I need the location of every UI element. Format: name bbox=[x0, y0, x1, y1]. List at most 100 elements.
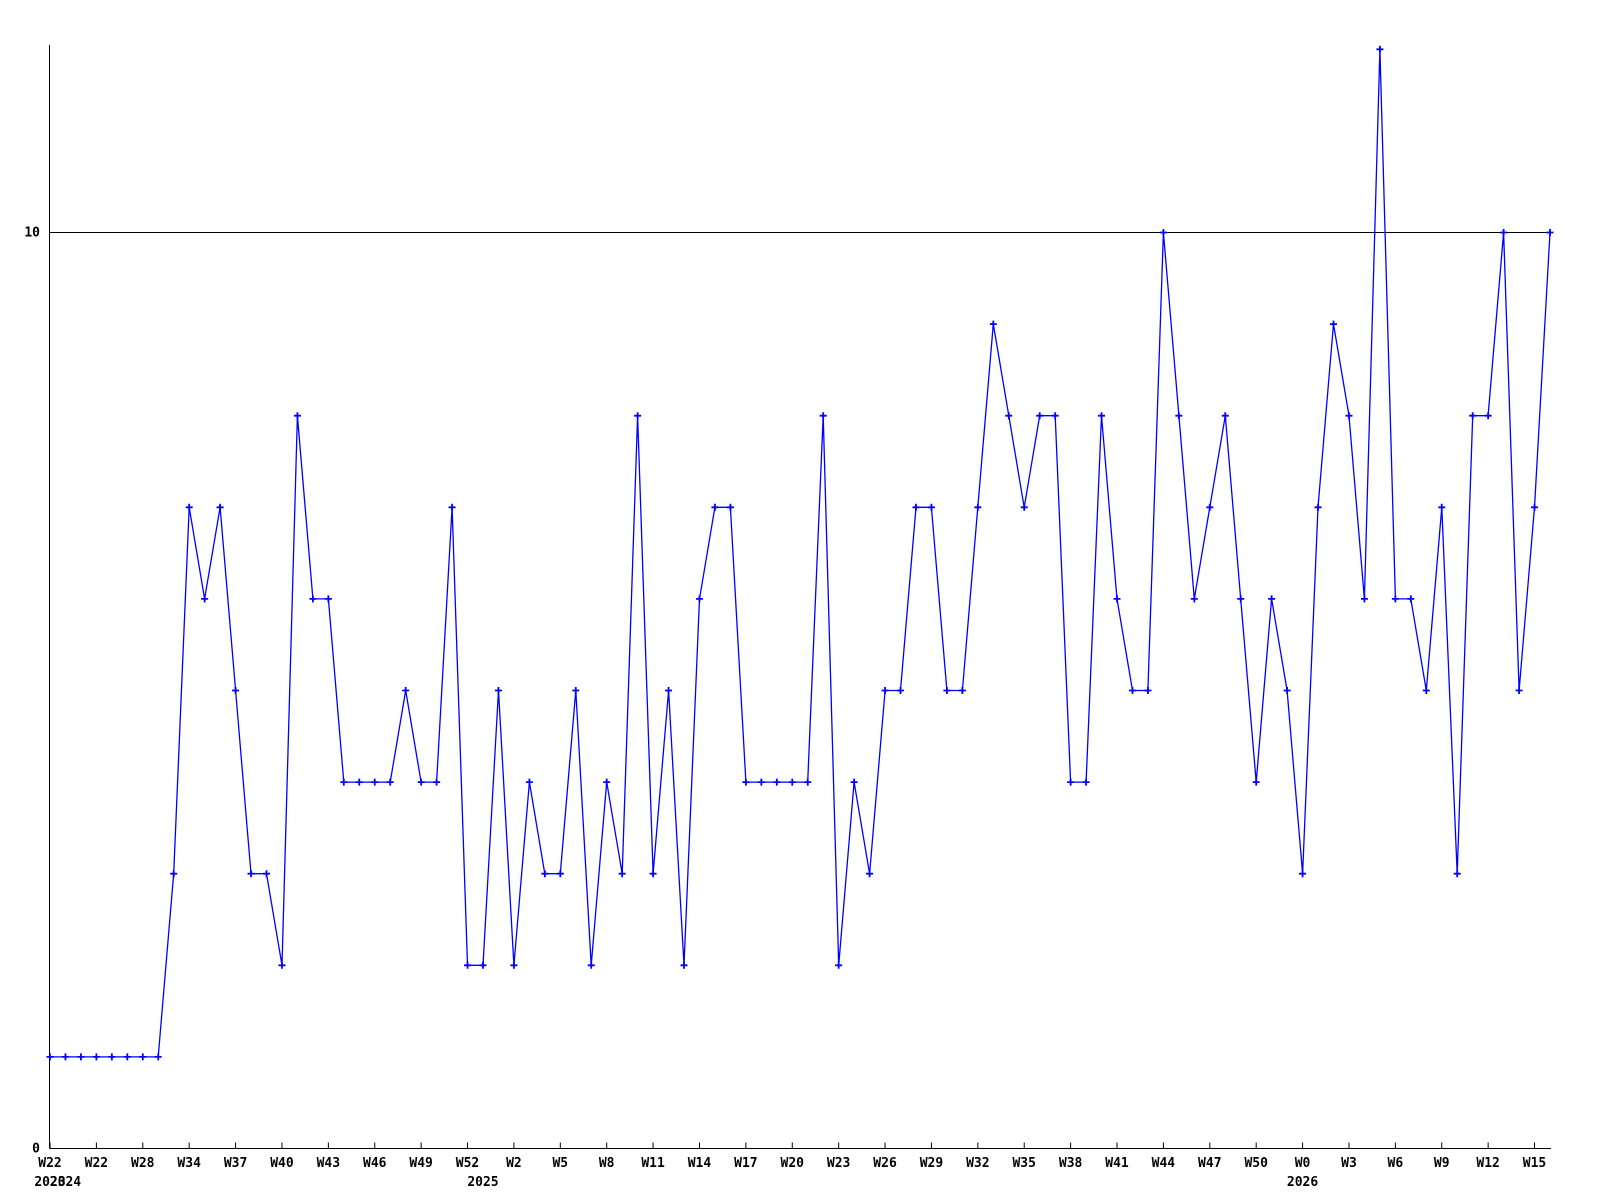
y-tick-label: 0 bbox=[32, 1142, 40, 1157]
plus-icon bbox=[1175, 412, 1183, 420]
x-tick-label: W17 bbox=[734, 1156, 757, 1171]
plus-icon bbox=[1407, 595, 1415, 603]
x-tick-label: W29 bbox=[920, 1156, 943, 1171]
plus-icon bbox=[464, 961, 472, 969]
plus-icon bbox=[1020, 503, 1028, 511]
plus-icon bbox=[1546, 229, 1554, 236]
plus-icon bbox=[92, 1053, 100, 1061]
plus-icon bbox=[897, 687, 905, 694]
x-tick-label: W52 bbox=[456, 1156, 479, 1171]
plus-icon bbox=[788, 778, 796, 786]
x-tick-label: W32 bbox=[966, 1156, 989, 1171]
plus-icon bbox=[866, 870, 874, 878]
plus-icon bbox=[1005, 412, 1013, 420]
x-tick-label: W44 bbox=[1152, 1156, 1176, 1171]
plus-icon bbox=[881, 687, 889, 694]
plus-icon bbox=[185, 503, 193, 511]
plus-icon bbox=[850, 778, 858, 786]
plus-icon bbox=[324, 595, 332, 603]
year-label: 2025 bbox=[467, 1175, 498, 1190]
year-label: 2026 bbox=[1287, 1175, 1318, 1190]
x-tick-label: W11 bbox=[641, 1156, 665, 1171]
plus-icon bbox=[1345, 412, 1353, 420]
x-tick-label: W14 bbox=[688, 1156, 712, 1171]
plus-icon bbox=[1531, 503, 1539, 511]
x-tick-label: W28 bbox=[131, 1156, 155, 1171]
plus-icon bbox=[1515, 687, 1523, 694]
x-tick-label: W23 bbox=[827, 1156, 850, 1171]
plus-icon bbox=[77, 1053, 85, 1061]
plus-icon bbox=[958, 687, 966, 694]
plus-icon bbox=[757, 778, 765, 786]
plus-icon bbox=[1469, 412, 1477, 420]
plus-icon bbox=[247, 870, 255, 878]
plus-icon bbox=[711, 503, 719, 511]
x-tick-label: W34 bbox=[177, 1156, 201, 1171]
plus-icon bbox=[1500, 229, 1508, 236]
year-label: 2023 bbox=[34, 1175, 65, 1190]
plus-icon bbox=[1051, 412, 1059, 420]
plus-icon bbox=[927, 503, 935, 511]
plus-icon bbox=[201, 595, 209, 603]
plus-icon bbox=[1453, 870, 1461, 878]
plus-icon bbox=[417, 778, 425, 786]
plus-icon bbox=[1376, 45, 1384, 53]
plus-icon bbox=[170, 870, 178, 878]
plus-icon bbox=[1330, 320, 1338, 328]
x-tick-group: W22 W22 W28 W34 W37 W40 W43 W46 W49 W52 W2 W5 W8 W11 W… bbox=[34, 1142, 1546, 1190]
plus-icon bbox=[649, 870, 657, 878]
plus-icon bbox=[402, 687, 410, 694]
plus-icon bbox=[494, 687, 502, 694]
x-tick-label: W2 bbox=[506, 1156, 522, 1171]
x-tick-label: W8 bbox=[599, 1156, 615, 1171]
plus-icon bbox=[46, 1053, 54, 1061]
plus-icon bbox=[819, 412, 827, 420]
plus-icon bbox=[1221, 412, 1229, 420]
plus-icon bbox=[1314, 503, 1322, 511]
plus-icon bbox=[1360, 595, 1368, 603]
plus-icon bbox=[1144, 687, 1152, 694]
plus-icon bbox=[742, 778, 750, 786]
plus-icon bbox=[695, 595, 703, 603]
plus-icon bbox=[278, 961, 286, 969]
plus-icon bbox=[541, 870, 549, 878]
plus-icon bbox=[479, 961, 487, 969]
x-tick-label: W47 bbox=[1198, 1156, 1221, 1171]
x-tick-label: W12 bbox=[1476, 1156, 1499, 1171]
x-tick-label: W15 bbox=[1523, 1156, 1546, 1171]
plus-icon bbox=[835, 961, 843, 969]
plus-icon bbox=[216, 503, 224, 511]
plus-icon bbox=[232, 687, 240, 694]
x-tick-label: W49 bbox=[409, 1156, 432, 1171]
plus-icon bbox=[293, 412, 301, 420]
plus-icon bbox=[1190, 595, 1198, 603]
plus-icon bbox=[1036, 412, 1044, 420]
plus-icon bbox=[309, 595, 317, 603]
plus-icon bbox=[510, 961, 518, 969]
plus-icon bbox=[773, 778, 781, 786]
plus-icon bbox=[108, 1053, 116, 1061]
x-tick-label: W0 bbox=[1295, 1156, 1311, 1171]
plus-icon bbox=[618, 870, 626, 878]
plus-icon bbox=[386, 778, 394, 786]
plus-icon bbox=[1252, 778, 1260, 786]
plus-icon bbox=[1484, 412, 1492, 420]
x-tick-label: W20 bbox=[781, 1156, 805, 1171]
plus-icon bbox=[943, 687, 951, 694]
marker-group bbox=[46, 45, 1554, 1061]
plus-icon bbox=[433, 778, 441, 786]
plus-icon bbox=[355, 778, 363, 786]
plus-icon bbox=[1206, 503, 1214, 511]
plus-icon bbox=[1438, 503, 1446, 511]
x-tick-label: W35 bbox=[1012, 1156, 1035, 1171]
x-tick-label: W5 bbox=[552, 1156, 568, 1171]
x-tick-label: W46 bbox=[363, 1156, 387, 1171]
plus-icon bbox=[1159, 229, 1167, 236]
y-tick-group: 0 10 bbox=[24, 226, 56, 1157]
plus-icon bbox=[525, 778, 533, 786]
plus-icon bbox=[804, 778, 812, 786]
plus-icon bbox=[989, 320, 997, 328]
plus-icon bbox=[1067, 778, 1075, 786]
